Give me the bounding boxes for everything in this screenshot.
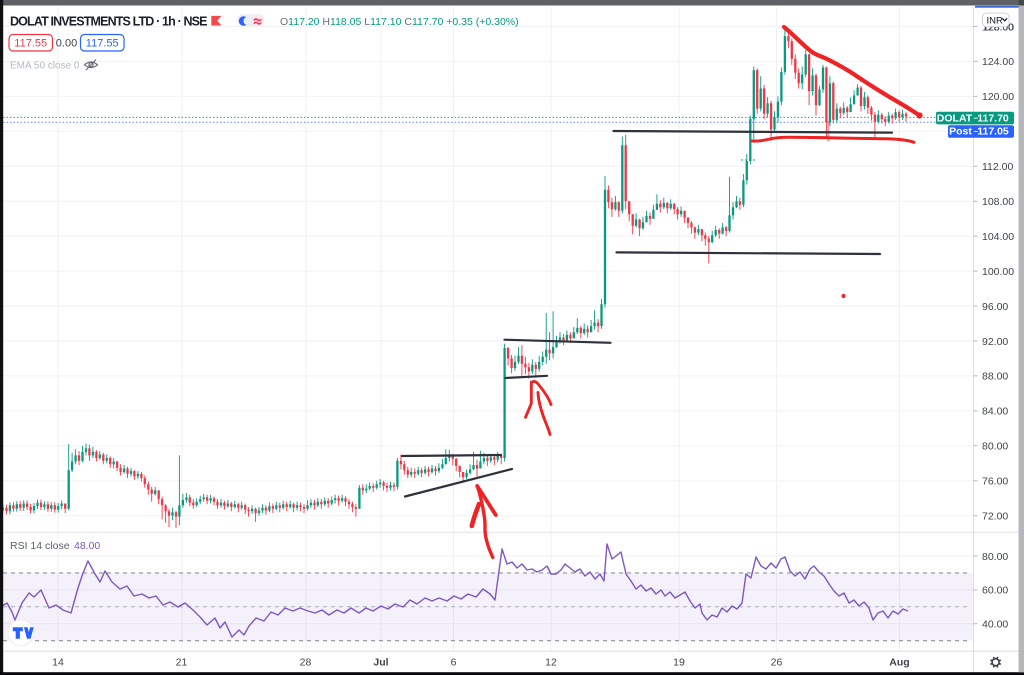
svg-text:Post: Post [949, 126, 972, 138]
svg-text:14: 14 [52, 657, 64, 669]
svg-text:DOLAT: DOLAT [937, 112, 973, 124]
svg-text:40.00: 40.00 [982, 619, 1008, 631]
svg-text:O117.20 H118.05 L117.10 C117.7: O117.20 H118.05 L117.10 C117.70 +0.35 (+… [280, 16, 519, 28]
svg-text:60.00: 60.00 [982, 585, 1008, 597]
svg-text:76.00: 76.00 [982, 476, 1008, 488]
svg-text:117.05: 117.05 [977, 126, 1009, 138]
svg-text:21: 21 [176, 657, 188, 669]
svg-text:96.00: 96.00 [982, 301, 1008, 313]
svg-text:DOLAT INVESTMENTS LTD · 1h · N: DOLAT INVESTMENTS LTD · 1h · NSE [10, 15, 207, 29]
svg-text:6: 6 [451, 657, 457, 669]
svg-text:92.00: 92.00 [982, 336, 1008, 348]
svg-text:120.00: 120.00 [982, 91, 1014, 103]
svg-text:12: 12 [545, 657, 557, 669]
svg-text:88.00: 88.00 [982, 371, 1008, 383]
svg-text:RSI 14 close: RSI 14 close [10, 540, 70, 552]
svg-text:0.00: 0.00 [56, 38, 77, 50]
svg-text:48.00: 48.00 [74, 540, 100, 552]
svg-text:EMA 50 close 0: EMA 50 close 0 [10, 60, 80, 71]
svg-text:80.00: 80.00 [982, 441, 1008, 453]
svg-text:Jul: Jul [373, 657, 388, 669]
svg-text:124.00: 124.00 [982, 56, 1014, 68]
svg-text:117.55: 117.55 [86, 38, 119, 50]
svg-text:Aug: Aug [889, 657, 909, 669]
svg-text:INR: INR [987, 15, 1004, 26]
svg-text:108.00: 108.00 [982, 196, 1014, 208]
svg-text:28: 28 [300, 657, 312, 669]
svg-text:112.00: 112.00 [982, 161, 1013, 173]
svg-text:19: 19 [673, 657, 685, 669]
svg-text:117.55: 117.55 [14, 38, 47, 50]
svg-text:100.00: 100.00 [982, 266, 1014, 278]
svg-text:72.00: 72.00 [982, 511, 1008, 523]
svg-text:117.70: 117.70 [977, 112, 1009, 124]
svg-text:104.00: 104.00 [982, 231, 1014, 243]
svg-text:84.00: 84.00 [982, 406, 1008, 418]
svg-text:80.00: 80.00 [982, 551, 1008, 563]
svg-text:26: 26 [771, 657, 783, 669]
svg-text:128.00: 128.00 [983, 23, 1014, 34]
